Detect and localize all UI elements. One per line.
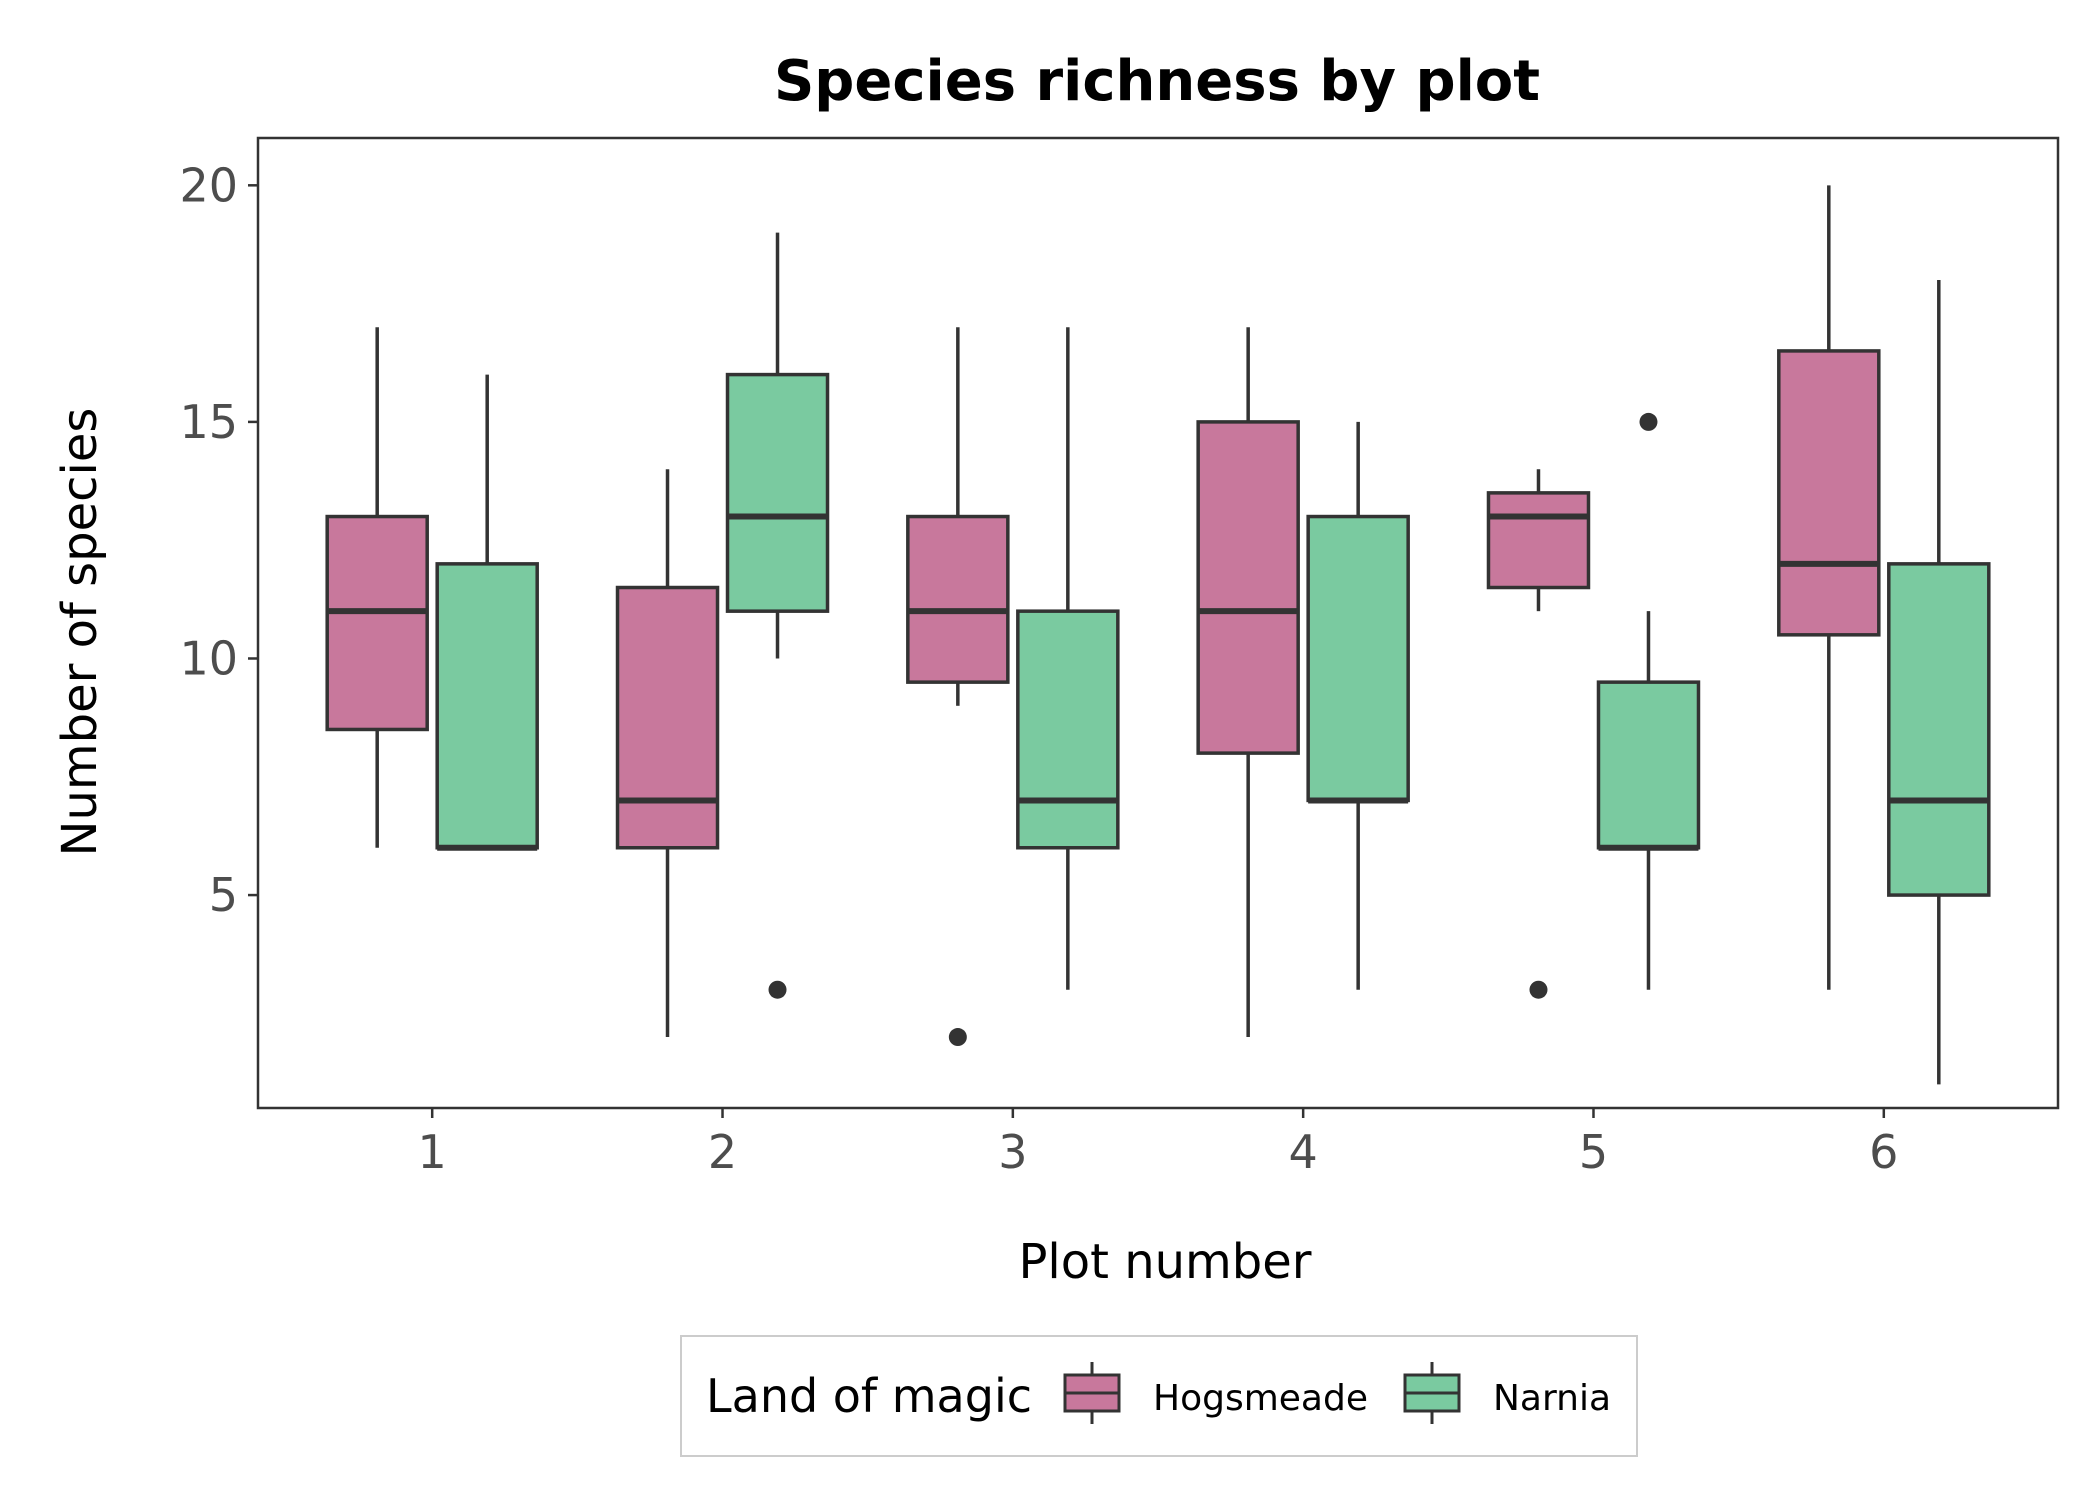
box-iqr: [725, 372, 830, 613]
box-narnia-2: [725, 232, 830, 999]
legend: Land of magic Hogsmeade Narnia: [680, 1335, 1638, 1457]
box-narnia-3: [1016, 327, 1120, 990]
box-iqr: [1016, 609, 1120, 850]
y-tick-label: 10: [179, 631, 238, 685]
x-tick-label: 5: [1579, 1125, 1608, 1179]
box-hogsmeade-5: [1486, 469, 1591, 999]
legend-keys: [1063, 1362, 1461, 1424]
box-iqr: [1596, 680, 1701, 850]
box-iqr: [325, 514, 429, 732]
boxes-layer: [325, 185, 1991, 1085]
box-iqr: [1777, 349, 1881, 637]
legend-label-narnia: Narnia: [1493, 1378, 1611, 1419]
box-narnia-5: [1596, 412, 1701, 990]
box-hogsmeade-1: [325, 327, 429, 848]
x-tick-label: 2: [708, 1125, 737, 1179]
outlier-point: [768, 980, 787, 999]
outlier-point: [1639, 412, 1658, 431]
legend-key-narnia: [1403, 1362, 1461, 1424]
box-iqr: [615, 585, 720, 850]
legend-box: [680, 1335, 1638, 1457]
y-axis-title: Number of species: [52, 408, 108, 857]
outlier-point: [1529, 980, 1548, 999]
box-iqr: [1196, 420, 1300, 755]
box-iqr: [1306, 514, 1410, 803]
x-tick-label: 4: [1289, 1125, 1318, 1179]
y-axis: 5 10 15 20: [179, 158, 258, 922]
x-tick-label: 3: [998, 1125, 1027, 1179]
box-iqr: [906, 514, 1010, 684]
legend-key-hogsmeade: [1063, 1362, 1121, 1424]
legend-label-hogsmeade: Hogsmeade: [1153, 1378, 1368, 1419]
box-iqr: [1486, 491, 1591, 590]
box-hogsmeade-3: [906, 327, 1010, 1047]
chart-title: Species richness by plot: [774, 49, 1540, 114]
box-hogsmeade-2: [615, 469, 720, 1038]
box-iqr: [1887, 562, 1991, 897]
box-narnia-1: [435, 374, 539, 851]
box-narnia-4: [1306, 421, 1410, 990]
x-axis: 1 2 3 4 5 6: [418, 1108, 1898, 1179]
box-iqr: [435, 562, 539, 850]
outlier-point: [948, 1028, 967, 1047]
x-tick-label: 6: [1869, 1125, 1898, 1179]
y-tick-label: 15: [179, 395, 238, 449]
y-tick-label: 20: [179, 158, 238, 212]
y-tick-label: 5: [209, 868, 238, 922]
x-axis-title: Plot number: [1018, 1234, 1311, 1290]
plot-panel: [256, 136, 2060, 1110]
x-tick-label: 1: [418, 1125, 447, 1179]
box-hogsmeade-4: [1196, 327, 1300, 1038]
box-narnia-6: [1887, 279, 1991, 1085]
box-hogsmeade-6: [1777, 185, 1881, 990]
legend-title: Land of magic: [706, 1369, 1032, 1423]
